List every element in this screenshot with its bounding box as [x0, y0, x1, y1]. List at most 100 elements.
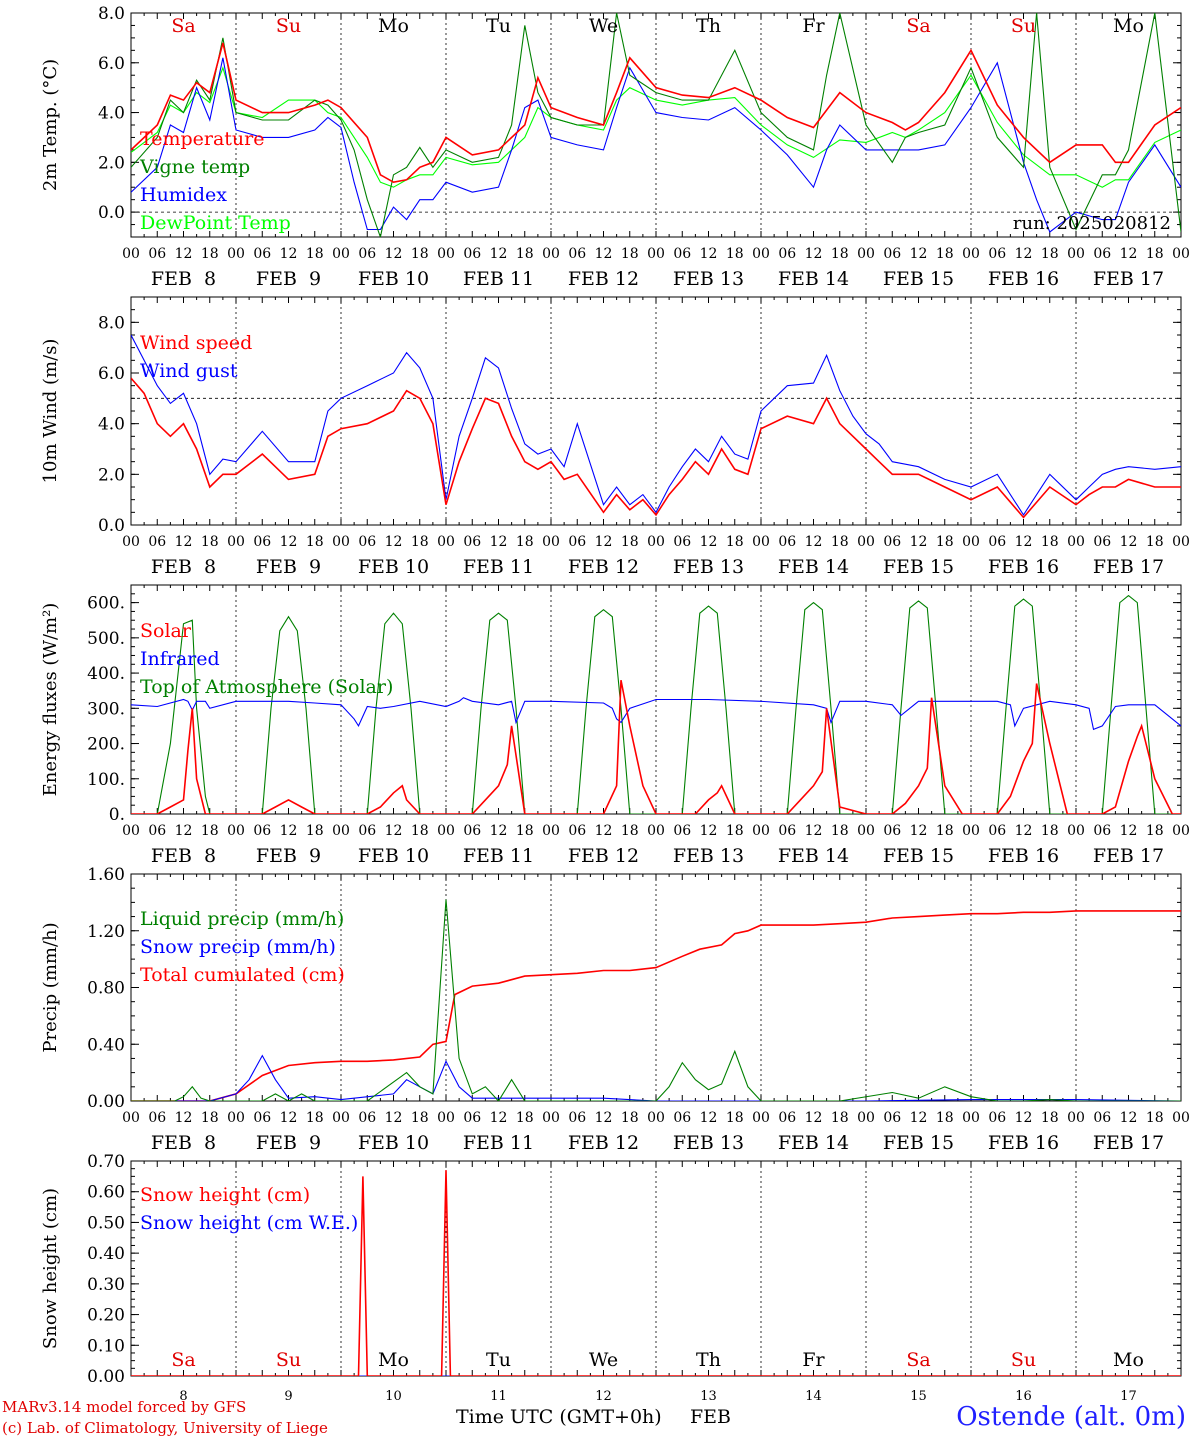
precip-hour-label: 00 — [122, 1110, 140, 1126]
precip-hour-label: 18 — [726, 1110, 744, 1126]
temp-legend-entry: DewPoint Temp — [140, 212, 291, 234]
temp-hour-label: 18 — [201, 246, 219, 262]
station-name: Ostende (alt. 0m) — [956, 1402, 1186, 1432]
flux-hour-label: 18 — [936, 823, 954, 839]
precip-hour-label: 12 — [595, 1110, 613, 1126]
x-axis-month: FEB — [690, 1406, 732, 1428]
temp-hour-label: 12 — [385, 246, 403, 262]
temp-hour-label: 00 — [332, 246, 350, 262]
precip-legend-entry: Total cumulated (cm) — [140, 964, 345, 986]
wind-date-label: FEB 15 — [883, 556, 954, 578]
precip-hour-label: 06 — [673, 1110, 691, 1126]
flux-hour-label: 06 — [148, 823, 166, 839]
precip-hour-label: 18 — [1146, 1110, 1164, 1126]
precip-hour-label: 06 — [463, 1110, 481, 1126]
precip-date-label: FEB 15 — [883, 1132, 954, 1154]
precip-date-label: FEB 14 — [778, 1132, 849, 1154]
wind-hour-label: 18 — [306, 534, 324, 550]
wind-date-label: FEB 16 — [988, 556, 1059, 578]
flux-date-label: FEB 16 — [988, 845, 1059, 867]
wind-hour-label: 12 — [700, 534, 718, 550]
wind-hour-label: 06 — [673, 534, 691, 550]
snow-day-number: 17 — [1120, 1389, 1137, 1404]
temp-hour-label: 12 — [910, 246, 928, 262]
flux-hour-label: 00 — [332, 823, 350, 839]
flux-legend-entry: Solar — [140, 620, 192, 642]
temp-weekday-label: Sa — [906, 15, 930, 37]
temp-hour-label: 00 — [1067, 246, 1085, 262]
flux-hour-label: 06 — [253, 823, 271, 839]
temp-hour-label: 12 — [490, 246, 508, 262]
temp-series-line — [131, 42, 1181, 184]
wind-series-group — [131, 334, 1181, 519]
flux-y-tick-label: 100. — [87, 770, 125, 790]
wind-hour-label: 06 — [358, 534, 376, 550]
temp-weekday-label: Fr — [802, 15, 825, 37]
flux-hour-label: 12 — [595, 823, 613, 839]
temp-weekday-label: Tu — [486, 15, 511, 37]
temp-hour-label: 00 — [962, 246, 980, 262]
precip-hour-label: 06 — [358, 1110, 376, 1126]
flux-hour-label: 00 — [1172, 823, 1190, 839]
flux-date-label: FEB 17 — [1093, 845, 1164, 867]
temp-hour-label: 18 — [306, 246, 324, 262]
temp-weekday-label: We — [589, 15, 618, 37]
flux-hour-label: 12 — [1015, 823, 1033, 839]
wind-date-label: FEB 11 — [463, 556, 534, 578]
flux-hour-label: 18 — [516, 823, 534, 839]
snow-legend-entry: Snow height (cm W.E.) — [140, 1212, 358, 1234]
temp-weekday-label: Su — [1011, 15, 1036, 37]
temp-legend-entry: Temperature — [140, 128, 264, 150]
flux-hour-label: 18 — [411, 823, 429, 839]
flux-y-tick-label: 200. — [87, 735, 125, 755]
wind-hour-label: 12 — [1015, 534, 1033, 550]
flux-hour-label: 00 — [227, 823, 245, 839]
temp-hour-label: 00 — [122, 246, 140, 262]
wind-hour-label: 12 — [910, 534, 928, 550]
flux-hour-label: 06 — [1093, 823, 1111, 839]
temp-weekday-label: Sa — [171, 15, 195, 37]
snow-day-number: 10 — [385, 1389, 402, 1404]
flux-panel — [130, 584, 1182, 815]
temp-hour-label: 12 — [595, 246, 613, 262]
precip-legend-entry: Liquid precip (mm/h) — [140, 908, 344, 930]
temp-date-label: FEB 14 — [778, 268, 849, 290]
snow-weekday-label: Th — [696, 1349, 721, 1371]
flux-date-label: FEB 9 — [256, 845, 321, 867]
temp-hour-label: 06 — [883, 246, 901, 262]
snow-y-axis-label: Snow height (cm) — [40, 1188, 61, 1349]
precip-hour-label: 18 — [831, 1110, 849, 1126]
temp-hour-label: 06 — [463, 246, 481, 262]
flux-hour-label: 12 — [1120, 823, 1138, 839]
precip-hour-label: 00 — [437, 1110, 455, 1126]
temp-hour-label: 06 — [673, 246, 691, 262]
flux-hour-label: 12 — [910, 823, 928, 839]
wind-hour-label: 00 — [122, 534, 140, 550]
precip-hour-label: 18 — [201, 1110, 219, 1126]
flux-series-line — [131, 697, 1181, 731]
precip-hour-label: 18 — [516, 1110, 534, 1126]
flux-hour-label: 00 — [1067, 823, 1085, 839]
snow-weekday-label: We — [589, 1349, 618, 1371]
precip-hour-label: 00 — [857, 1110, 875, 1126]
precip-hour-label: 18 — [1041, 1110, 1059, 1126]
precip-date-label: FEB 12 — [568, 1132, 639, 1154]
wind-y-tick-label: 0.0 — [98, 516, 125, 536]
model-credit: MARv3.14 model forced by GFS — [2, 1398, 247, 1416]
precip-hour-label: 12 — [700, 1110, 718, 1126]
temp-y-axis-label: 2m Temp. (°C) — [40, 59, 61, 191]
precip-series-line — [131, 899, 1181, 1101]
wind-hour-label: 00 — [647, 534, 665, 550]
wind-hour-label: 18 — [621, 534, 639, 550]
flux-y-tick-label: 0. — [109, 805, 125, 825]
flux-hour-label: 12 — [280, 823, 298, 839]
precip-panel — [130, 873, 1182, 1102]
wind-date-label: FEB 14 — [778, 556, 849, 578]
precip-hour-label: 00 — [1172, 1110, 1190, 1126]
snow-day-number: 12 — [595, 1389, 612, 1404]
precip-hour-label: 00 — [647, 1110, 665, 1126]
flux-date-label: FEB 12 — [568, 845, 639, 867]
precip-hour-label: 06 — [253, 1110, 271, 1126]
precip-hour-label: 06 — [568, 1110, 586, 1126]
wind-date-label: FEB 10 — [358, 556, 429, 578]
